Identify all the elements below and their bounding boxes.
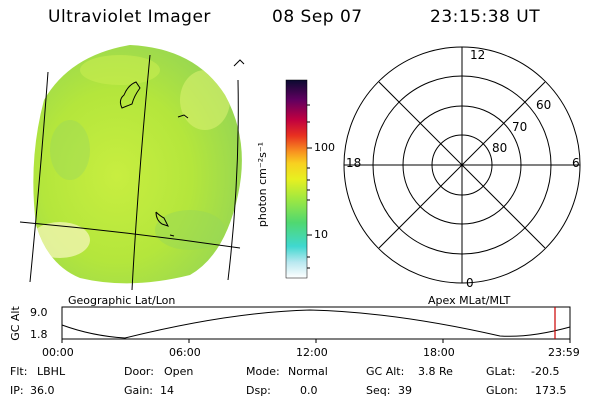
ip-value: 36.0 — [30, 384, 55, 397]
date-label: 08 Sep 07 — [272, 7, 363, 27]
app-title: Ultraviolet Imager — [48, 7, 211, 27]
gain-value: 14 — [160, 384, 174, 397]
colorbar-tick-100: 100 — [314, 141, 335, 154]
glat-value: -20.5 — [531, 365, 560, 378]
polar-spokes — [344, 47, 580, 283]
dsp-value: 0.0 — [300, 384, 318, 397]
lat-label-70: 70 — [512, 120, 528, 134]
gain-key: Gain: — [124, 384, 153, 397]
time-label: 23:15:38 UT — [430, 7, 541, 27]
gc-alt-value: 3.8 Re — [418, 365, 453, 378]
glon-key: GLon: — [486, 384, 518, 397]
altitude-ytick-max: 9.0 — [30, 306, 48, 319]
gc-alt-key: GC Alt: — [366, 365, 405, 378]
altitude-xtick-0000: 00:00 — [42, 346, 74, 359]
glat-key: GLat: — [486, 365, 516, 378]
altitude-ytick-min: 1.8 — [30, 328, 48, 341]
colorbar-tick-10: 10 — [314, 228, 328, 241]
mode-value: Normal — [288, 365, 328, 378]
altitude-xtick-0600: 06:00 — [169, 346, 201, 359]
seq-key: Seq: — [366, 384, 391, 397]
altitude-xtick-1800: 18:00 — [423, 346, 455, 359]
door-value: Open — [164, 365, 194, 378]
altitude-xticks — [61, 339, 571, 343]
mlt-label-0: 0 — [466, 276, 474, 290]
apex-panel-label: Apex MLat/MLT — [428, 294, 511, 307]
altitude-curve — [61, 309, 571, 339]
glon-value: 173.5 — [535, 384, 567, 397]
flt-key: Flt: — [10, 365, 28, 378]
mlt-label-12: 12 — [470, 48, 486, 62]
altitude-xtick-2359: 23:59 — [548, 346, 580, 359]
altitude-ylabel: GC Alt — [8, 306, 22, 341]
dsp-key: Dsp: — [246, 384, 271, 397]
door-key: Door: — [124, 365, 154, 378]
colorbar-gradient — [285, 79, 308, 279]
geo-grid-lines — [19, 54, 245, 291]
seq-value: 39 — [398, 384, 412, 397]
ip-key: IP: — [10, 384, 24, 397]
lat-label-80: 80 — [492, 141, 508, 155]
colorbar-ticks — [307, 104, 312, 269]
altitude-xtick-1200: 12:00 — [296, 346, 328, 359]
geographic-panel-label: Geographic Lat/Lon — [68, 294, 176, 307]
mlt-label-6: 6 — [572, 156, 580, 170]
lat-label-60: 60 — [536, 98, 552, 112]
mode-key: Mode: — [246, 365, 280, 378]
globe-texture — [33, 55, 230, 258]
coastlines — [119, 81, 189, 237]
mlt-label-18: 18 — [346, 156, 362, 170]
flt-value: LBHL — [37, 365, 66, 378]
